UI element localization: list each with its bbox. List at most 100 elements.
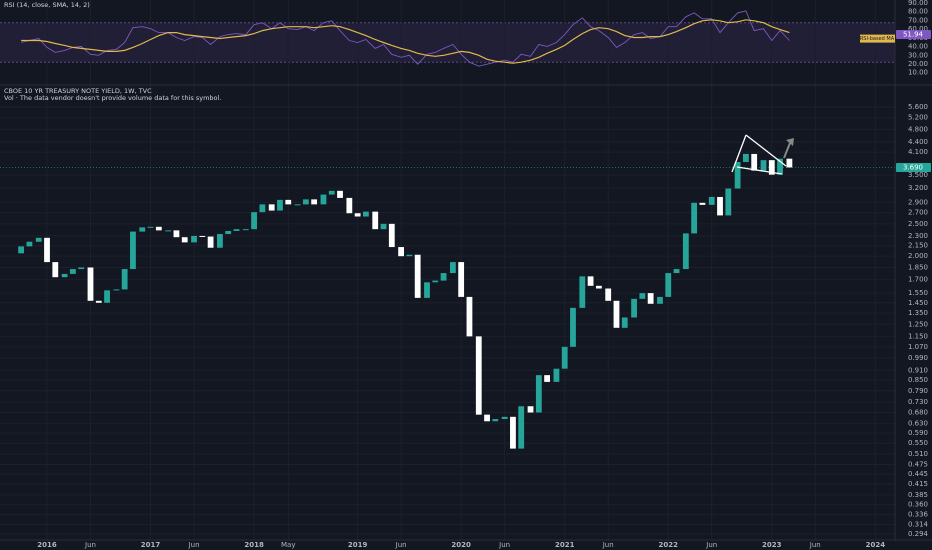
y-tick-label: 20.00 xyxy=(908,60,928,68)
x-tick-label: Jun xyxy=(602,541,614,549)
candle xyxy=(26,241,33,247)
y-tick-label: 1.150 xyxy=(908,332,928,340)
candle xyxy=(760,160,767,171)
y-tick-label: 1.450 xyxy=(908,299,928,307)
x-tick-label: 2016 xyxy=(37,541,57,549)
candle xyxy=(518,406,525,449)
candle xyxy=(104,290,110,303)
candle xyxy=(113,289,120,291)
candle xyxy=(139,227,146,232)
candle xyxy=(181,237,188,243)
candle xyxy=(621,317,628,328)
y-tick-label: 2.300 xyxy=(908,232,928,240)
value-badge xyxy=(896,30,931,40)
candle xyxy=(579,276,586,308)
candle xyxy=(337,190,343,198)
candle xyxy=(294,204,301,206)
y-tick-label: 0.730 xyxy=(908,398,928,406)
y-tick-label: 1.350 xyxy=(908,309,928,317)
y-tick-label: 0.790 xyxy=(908,387,928,395)
y-tick-label: 0.294 xyxy=(908,530,929,538)
candle xyxy=(699,202,706,205)
candle xyxy=(631,298,637,318)
candle xyxy=(233,229,240,231)
candle xyxy=(388,223,395,248)
y-tick-label: 2.500 xyxy=(908,220,928,228)
y-tick-label: 4.100 xyxy=(908,148,928,156)
candle xyxy=(639,293,646,299)
candle xyxy=(354,213,361,217)
y-tick-label: 1.850 xyxy=(908,263,928,271)
candle xyxy=(320,194,327,205)
x-tick-label: May xyxy=(281,541,295,549)
rsi-title: RSI (14, close, SMA, 14, 2) xyxy=(4,1,90,9)
x-tick-label: Jun xyxy=(809,541,821,549)
rsi-band xyxy=(0,22,895,63)
candle xyxy=(207,236,214,248)
candle xyxy=(277,199,283,211)
candle xyxy=(665,273,672,297)
candle xyxy=(743,153,749,163)
candle xyxy=(475,336,482,415)
y-tick-label: 0.910 xyxy=(908,366,928,374)
candle xyxy=(570,307,576,347)
candle xyxy=(35,237,42,242)
candle xyxy=(657,296,663,304)
y-tick-label: 0.550 xyxy=(908,439,928,447)
candle xyxy=(78,267,85,270)
candle xyxy=(242,229,249,231)
candle xyxy=(372,211,379,230)
y-tick-label: 1.250 xyxy=(908,320,928,328)
grid-layer xyxy=(0,22,895,168)
x-tick-label: Jun xyxy=(498,541,510,549)
y-tick-label: 1.700 xyxy=(908,276,928,284)
candle xyxy=(147,226,154,228)
x-tick-label: Jun xyxy=(395,541,407,549)
y-tick-label: 0.590 xyxy=(908,429,928,437)
pennant-drawing xyxy=(731,134,787,175)
candle xyxy=(587,276,594,286)
y-tick-label: 70.00 xyxy=(908,16,928,24)
value-badge-label: 51.94 xyxy=(903,31,924,39)
legend-badge xyxy=(860,34,895,43)
y-tick-label: 5.200 xyxy=(908,114,928,122)
candle xyxy=(492,419,499,422)
y-tick-label: 0.385 xyxy=(908,491,928,499)
y-tick-label: 2.150 xyxy=(908,242,928,250)
candle xyxy=(328,190,335,195)
y-tick-label: 1.070 xyxy=(908,343,928,351)
y-tick-label: 30.00 xyxy=(908,51,928,59)
y-tick-label: 0.475 xyxy=(908,460,928,468)
arrow-drawing xyxy=(783,138,794,159)
x-tick-label: 2019 xyxy=(348,541,368,549)
x-tick-label: Jun xyxy=(84,541,96,549)
candle xyxy=(121,269,128,290)
candle xyxy=(302,199,309,205)
y-tick-label: 3.500 xyxy=(908,171,928,179)
y-tick-label: 2.000 xyxy=(908,252,928,260)
candle xyxy=(708,196,715,205)
x-tick-label: 2021 xyxy=(555,541,575,549)
candle xyxy=(647,293,654,304)
y-tick-label: 40.00 xyxy=(908,43,928,51)
candle xyxy=(553,368,560,382)
y-tick-label: 4.800 xyxy=(908,125,928,133)
y-tick-label: 90.00 xyxy=(908,0,928,7)
candle xyxy=(561,346,568,369)
candle xyxy=(535,375,542,413)
candle xyxy=(311,199,318,205)
y-tick-label: 0.445 xyxy=(908,470,928,478)
candle xyxy=(440,273,447,281)
candle xyxy=(95,300,102,303)
x-tick-label: 2018 xyxy=(244,541,264,549)
y-tick-label: 0.990 xyxy=(908,354,928,362)
candle xyxy=(251,212,257,230)
y-tick-label: 0.510 xyxy=(908,450,928,458)
candle xyxy=(725,188,732,216)
y-tick-label: 3.200 xyxy=(908,184,928,192)
x-tick-label: Jun xyxy=(705,541,717,549)
candle xyxy=(363,211,369,217)
candle xyxy=(613,300,620,328)
candle xyxy=(268,204,275,211)
candle xyxy=(61,273,68,278)
